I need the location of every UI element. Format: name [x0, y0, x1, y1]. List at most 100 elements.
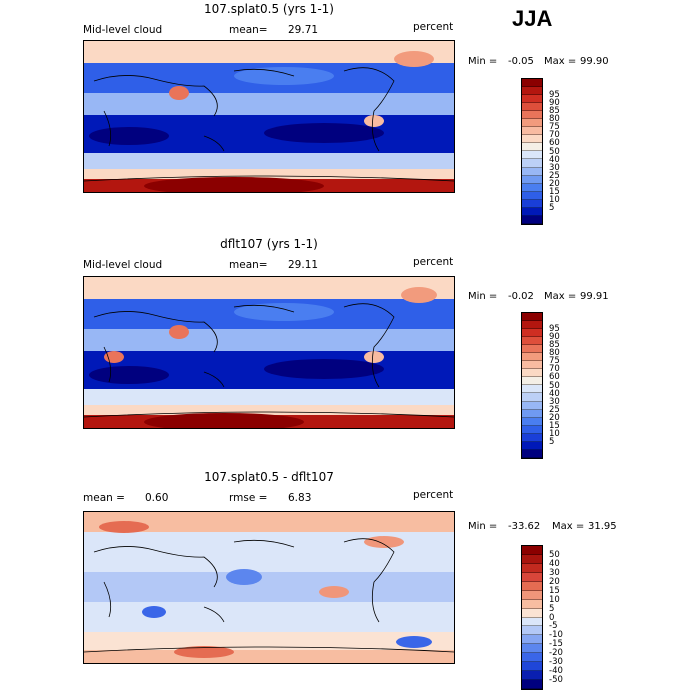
colorbar-tick-label: 5: [549, 436, 555, 447]
colorbar-box: [522, 167, 542, 176]
colorbar-box: [522, 143, 542, 152]
panel-3-map: [83, 511, 455, 664]
colorbar-box: [522, 409, 542, 418]
colorbar-tick-label: 80: [549, 114, 560, 125]
colorbar-tick-label: 5: [549, 603, 555, 614]
panel-2-colorbar: [521, 312, 543, 459]
colorbar-tick-label: -10: [549, 630, 563, 641]
map-feature-pacific-stratus: [264, 123, 384, 143]
colorbar-box: [522, 207, 542, 216]
colorbar-tick-label: 80: [549, 348, 560, 359]
colorbar-tick-label: 30: [549, 162, 560, 173]
colorbar-box: [522, 135, 542, 144]
colorbar-box: [522, 119, 542, 128]
panel-1-min-label: Min =: [468, 56, 498, 67]
colorbar-box: [522, 563, 542, 573]
colorbar-tick-label: -20: [549, 648, 563, 659]
colorbar-box: [522, 79, 542, 88]
map-feature-north-pacific: [234, 303, 334, 321]
panel-2-max-label: Max =: [544, 291, 577, 302]
colorbar-box: [522, 433, 542, 442]
colorbar-box: [522, 385, 542, 394]
panel-2-map-svg: [84, 277, 454, 428]
panel-2-title: dflt107 (yrs 1-1): [220, 237, 318, 251]
colorbar-box: [522, 337, 542, 346]
map-band-tropics: [84, 93, 454, 115]
colorbar-box: [522, 159, 542, 168]
colorbar-tick-label: 50: [549, 380, 560, 391]
colorbar-tick-label: 60: [549, 138, 560, 149]
map-band-arctic: [84, 512, 454, 532]
map-feature-tibet: [169, 86, 189, 100]
colorbar-tick-label: 95: [549, 90, 560, 101]
colorbar-tick-label: 85: [549, 106, 560, 117]
colorbar-box: [522, 151, 542, 160]
colorbar-tick-label: 75: [549, 356, 560, 367]
panel-1-max-label: Max =: [544, 56, 577, 67]
panel-2-mean-value: 29.11: [288, 259, 319, 271]
colorbar-box: [522, 599, 542, 609]
panel-2-min-value: -0.02: [508, 291, 534, 302]
map-feature-neg-1: [226, 569, 262, 585]
colorbar-tick-label: -30: [549, 657, 563, 668]
colorbar-tick-label: -5: [549, 621, 558, 632]
colorbar-tick-label: 30: [549, 396, 560, 407]
map-feature-tibet: [169, 325, 189, 339]
colorbar-box: [522, 313, 542, 322]
map-feature-arctic-high: [401, 287, 437, 303]
colorbar-tick-label: 0: [549, 612, 555, 623]
season-label: JJA: [512, 6, 553, 31]
colorbar-tick-label: 20: [549, 178, 560, 189]
panel-1-variable-label: Mid-level cloud: [83, 24, 163, 36]
colorbar-box: [522, 417, 542, 426]
colorbar-box: [522, 653, 542, 663]
colorbar-tick-label: 50: [549, 146, 560, 157]
map-feature-pacific-stratus: [264, 359, 384, 379]
colorbar-box: [522, 95, 542, 104]
panel-3-rmse-label: rmse =: [229, 492, 268, 504]
panel-2-max-value: 99.91: [580, 291, 609, 302]
panel-3-units: percent: [413, 489, 454, 501]
colorbar-box: [522, 345, 542, 354]
panel-1-mean-label: mean=: [229, 24, 268, 36]
colorbar-box: [522, 425, 542, 434]
panel-2-min-label: Min =: [468, 291, 498, 302]
colorbar-tick-label: 25: [549, 170, 560, 181]
panel-2-variable-label: Mid-level cloud: [83, 259, 163, 271]
colorbar-box: [522, 449, 542, 458]
map-band-tropics: [84, 329, 454, 351]
colorbar-box: [522, 572, 542, 582]
colorbar-tick-label: 85: [549, 340, 560, 351]
colorbar-box: [522, 353, 542, 362]
colorbar-tick-label: 75: [549, 122, 560, 133]
colorbar-box: [522, 441, 542, 450]
colorbar-box: [522, 191, 542, 200]
colorbar-box: [522, 321, 542, 330]
colorbar-box: [522, 361, 542, 370]
panel-2-map: [83, 276, 455, 429]
colorbar-tick-label: 20: [549, 576, 560, 587]
map-feature-southern-ocean: [144, 413, 304, 428]
colorbar-tick-label: 95: [549, 324, 560, 335]
colorbar-box: [522, 87, 542, 96]
colorbar-box: [522, 393, 542, 402]
colorbar-box: [522, 369, 542, 378]
map-band-arctic: [84, 41, 454, 63]
colorbar-tick-label: 40: [549, 154, 560, 165]
colorbar-box: [522, 111, 542, 120]
colorbar-box: [522, 546, 542, 555]
colorbar-box: [522, 644, 542, 654]
map-feature-atlantic: [89, 127, 169, 145]
panel-3-title: 107.splat0.5 - dflt107: [204, 470, 334, 484]
colorbar-tick-label: 30: [549, 567, 560, 578]
map-band-arctic: [84, 277, 454, 299]
panel-3-mean-label: mean =: [83, 492, 125, 504]
map-feature-north-pacific: [234, 67, 334, 85]
colorbar-tick-label: 40: [549, 388, 560, 399]
colorbar-tick-label: 90: [549, 332, 560, 343]
map-feature-neg-3: [396, 636, 432, 648]
colorbar-box: [522, 377, 542, 386]
colorbar-tick-label: -40: [549, 666, 563, 677]
panel-2-units: percent: [413, 256, 454, 268]
colorbar-tick-label: 5: [549, 202, 555, 213]
